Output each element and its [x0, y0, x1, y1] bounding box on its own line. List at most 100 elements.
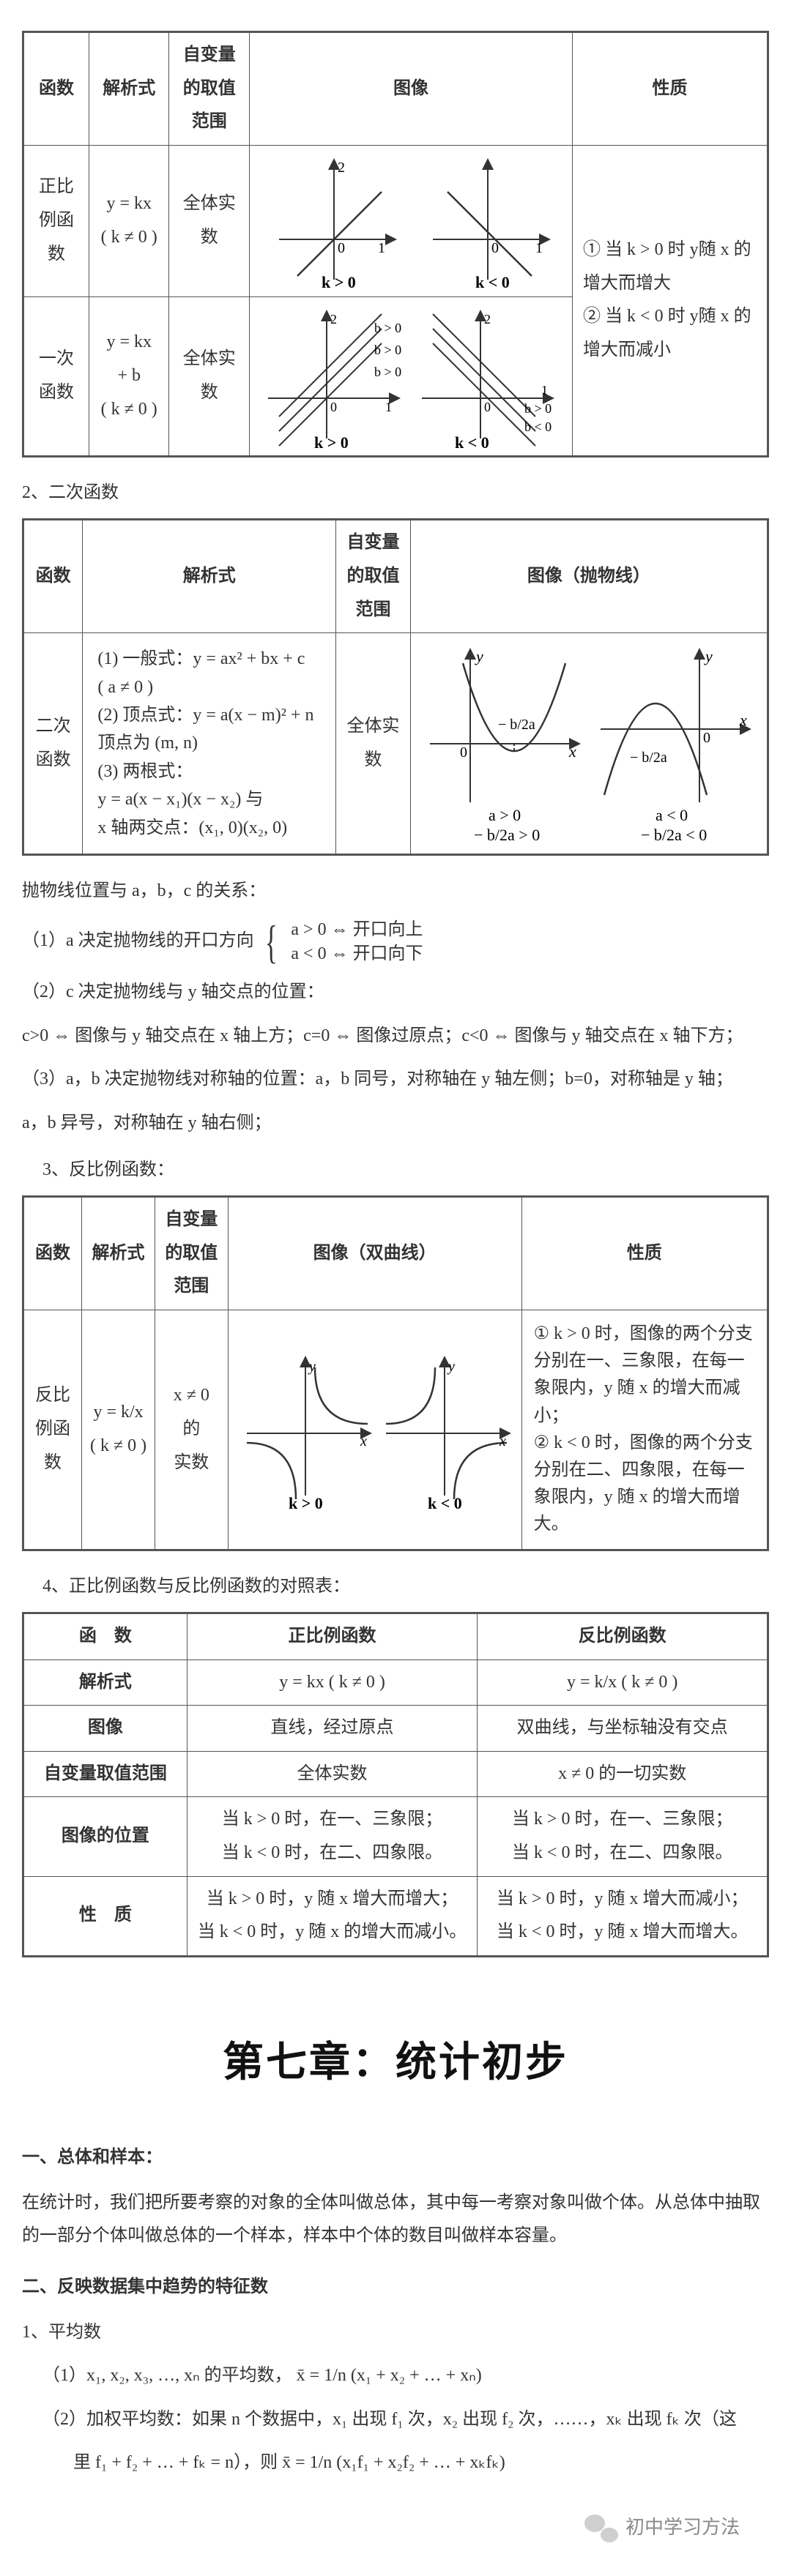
svg-text:y: y	[704, 647, 713, 665]
t1-r1-expr: y = kx ( k ≠ 0 )	[89, 145, 169, 296]
t4-hC: 反比例函数	[478, 1613, 768, 1660]
table-inverse: 函数 解析式 自变量的取值范围 图像（双曲线） 性质 反比例函数 y = k/x…	[22, 1195, 769, 1550]
svg-text:2: 2	[330, 312, 337, 326]
svg-text:0: 0	[491, 240, 499, 256]
t2-e3: (2) 顶点式：y = a(x − m)² + n	[97, 701, 321, 729]
t1-r2-domain: 全体实数	[169, 296, 250, 456]
t3-expr: y = k/x ( k ≠ 0 )	[82, 1310, 155, 1550]
t1-r2-graphs: 0 1 2 b > 0 b > 0 b > 0 k > 0	[250, 296, 573, 456]
t2-e2: ( a ≠ 0 )	[97, 673, 321, 701]
t4-r3b: 全体实数	[187, 1751, 478, 1797]
parabola-1a: a > 0 ⇔ 开口向上	[291, 920, 423, 939]
svg-text:0: 0	[330, 400, 337, 414]
svg-text:2: 2	[338, 160, 345, 176]
t2-e1: (1) 一般式：y = ax² + bx + c	[97, 645, 321, 673]
graph-hyper-kpos: y x k > 0	[236, 1349, 375, 1510]
t4-hB: 正比例函数	[187, 1613, 478, 1660]
sec2-title: 2、二次函数	[22, 477, 769, 510]
table-linear-functions: 函数 解析式 自变量的取值范围 图像 性质 正比例函数 y = kx ( k ≠…	[22, 31, 769, 458]
stat-m1: （1）x₁, x₂, x₃, …, xₙ 的平均数， x̄ = 1/n (x₁ …	[22, 2359, 769, 2393]
svg-text:0: 0	[703, 730, 710, 746]
t3-graphs: y x k > 0 y x k < 0	[228, 1310, 521, 1550]
t4-r2c: 双曲线，与坐标轴没有交点	[478, 1706, 768, 1752]
t2-h1: 函数	[23, 520, 83, 633]
stat-h2: 二、反映数据集中趋势的特征数	[22, 2271, 769, 2304]
parabola-1-text: （1）a 决定抛物线的开口方向	[22, 931, 254, 950]
svg-text:y: y	[308, 1359, 316, 1375]
t4-r2a: 图像	[23, 1706, 187, 1752]
t2-e4: 顶点为 (m, n)	[97, 729, 321, 757]
t3-p1: ① k > 0 时，图像的两个分支分别在一、三象限，在每一象限内，y 随 x 的…	[534, 1321, 755, 1430]
svg-text:− b/2a: − b/2a	[498, 717, 535, 733]
t1-r1-domain: 全体实数	[169, 145, 250, 296]
t4-hA: 函 数	[23, 1613, 187, 1660]
table-compare: 函 数 正比例函数 反比例函数 解析式 y = kx ( k ≠ 0 ) y =…	[22, 1612, 769, 1957]
svg-text:k > 0: k > 0	[289, 1494, 323, 1510]
t2-name: 二次函数	[23, 633, 83, 855]
t3-h2: 解析式	[82, 1197, 155, 1310]
svg-text:1: 1	[535, 240, 543, 256]
svg-text:− b/2a < 0: − b/2a < 0	[641, 826, 707, 844]
t3-p2: ② k < 0 时，图像的两个分支分别在二、四象限，在每一象限内，y 随 x 的…	[534, 1430, 755, 1539]
t1-r2-expr: y = kx + b ( k ≠ 0 )	[89, 296, 169, 456]
t3-props: ① k > 0 时，图像的两个分支分别在一、三象限，在每一象限内，y 随 x 的…	[521, 1310, 768, 1550]
t4-r4b: 当 k > 0 时，在一、三象限； 当 k < 0 时，在二、四象限。	[187, 1797, 478, 1876]
t1-h2: 解析式	[89, 32, 169, 146]
t4-r5b: 当 k > 0 时，y 随 x 增大而增大； 当 k < 0 时，y 随 x 的…	[187, 1876, 478, 1956]
t2-h4: 图像（抛物线）	[410, 520, 768, 633]
svg-text:b < 0: b < 0	[524, 419, 552, 434]
svg-text:b > 0: b > 0	[524, 401, 552, 416]
t3-name: 反比例函数	[23, 1310, 82, 1550]
t4-r3c: x ≠ 0 的一切实数	[478, 1751, 768, 1797]
sec4-title: 4、正比例函数与反比例函数的对照表：	[22, 1570, 769, 1604]
t4-r5c: 当 k > 0 时，y 随 x 增大而减小； 当 k < 0 时，y 随 x 增…	[478, 1876, 768, 1956]
parabola-intro: 抛物线位置与 a，b，c 的关系：	[22, 875, 769, 908]
parabola-3: （3）a，b 决定抛物线对称轴的位置：a，b 同号，对称轴在 y 轴左侧；b=0…	[22, 1063, 769, 1097]
t3-h5: 性质	[521, 1197, 768, 1310]
t4-r1c: y = k/x ( k ≠ 0 )	[478, 1660, 768, 1706]
stat-p1: 在统计时，我们把所要考察的对象的全体叫做总体，其中每一考察对象叫做个体。从总体中…	[22, 2187, 769, 2253]
parabola-1b: a < 0 ⇔ 开口向下	[291, 944, 423, 963]
graph-hyper-kneg: y x k < 0	[375, 1349, 514, 1510]
t4-r1b: y = kx ( k ≠ 0 )	[187, 1660, 478, 1706]
svg-text:1: 1	[378, 240, 385, 256]
t2-e7: x 轴两交点：(x₁, 0)(x₂, 0)	[97, 814, 321, 842]
svg-text:y: y	[447, 1359, 455, 1375]
svg-text:− b/2a: − b/2a	[630, 750, 667, 766]
t4-r4c: 当 k > 0 时，在一、三象限； 当 k < 0 时，在二、四象限。	[478, 1797, 768, 1876]
parabola-2: （2）c 决定抛物线与 y 轴交点的位置：	[22, 976, 769, 1009]
svg-text:a < 0: a < 0	[656, 806, 688, 824]
t1-prop2: ② 当 k < 0 时 y随 x 的增大而减小	[583, 300, 757, 367]
svg-text:b > 0: b > 0	[374, 343, 401, 357]
graph-parabola-down: 0 x y − b/2a a < 0 − b/2a < 0	[590, 641, 758, 846]
t1-r2-name: 一次函数	[23, 296, 89, 456]
t3-h3: 自变量的取值范围	[155, 1197, 228, 1310]
svg-text:b > 0: b > 0	[374, 321, 401, 335]
svg-text:0: 0	[460, 744, 467, 761]
t2-graphs: 0 x y − b/2a a > 0 − b/2a > 0 0 x	[410, 633, 768, 855]
parabola-1: （1）a 决定抛物线的开口方向 { a > 0 ⇔ 开口向上 a < 0 ⇔ 开…	[22, 918, 769, 966]
t2-h3: 自变量的取值范围	[336, 520, 411, 633]
svg-text:y: y	[475, 647, 483, 665]
t1-h4: 图像	[250, 32, 573, 146]
svg-text:x: x	[739, 711, 747, 729]
graph-prop-kpos: 0 1 2 k > 0	[264, 152, 404, 291]
svg-text:x: x	[499, 1433, 506, 1449]
t2-domain: 全体实数	[336, 633, 411, 855]
t4-r5a: 性 质	[23, 1876, 187, 1956]
t3-h4: 图像（双曲线）	[228, 1197, 521, 1310]
t1-prop1: ① 当 k > 0 时 y随 x 的增大而增大	[583, 234, 757, 300]
svg-text:− b/2a > 0: − b/2a > 0	[474, 826, 540, 844]
table-quadratic: 函数 解析式 自变量的取值范围 图像（抛物线） 二次函数 (1) 一般式：y =…	[22, 518, 769, 856]
svg-text:k < 0: k < 0	[475, 273, 510, 291]
stat-i1: 1、平均数	[22, 2316, 769, 2350]
svg-text:2: 2	[484, 312, 491, 326]
t1-r1-graphs: 0 1 2 k > 0 0 1 k < 0	[250, 145, 573, 296]
t2-e5: (3) 两根式：	[97, 758, 321, 785]
t1-h1: 函数	[23, 32, 89, 146]
svg-text:0: 0	[338, 240, 345, 256]
stat-m2a: （2）加权平均数：如果 n 个数据中，x₁ 出现 f₁ 次，x₂ 出现 f₂ 次…	[22, 2403, 769, 2437]
svg-text:1: 1	[385, 400, 392, 414]
svg-text:k > 0: k > 0	[322, 273, 356, 291]
t1-r1-name: 正比例函数	[23, 145, 89, 296]
